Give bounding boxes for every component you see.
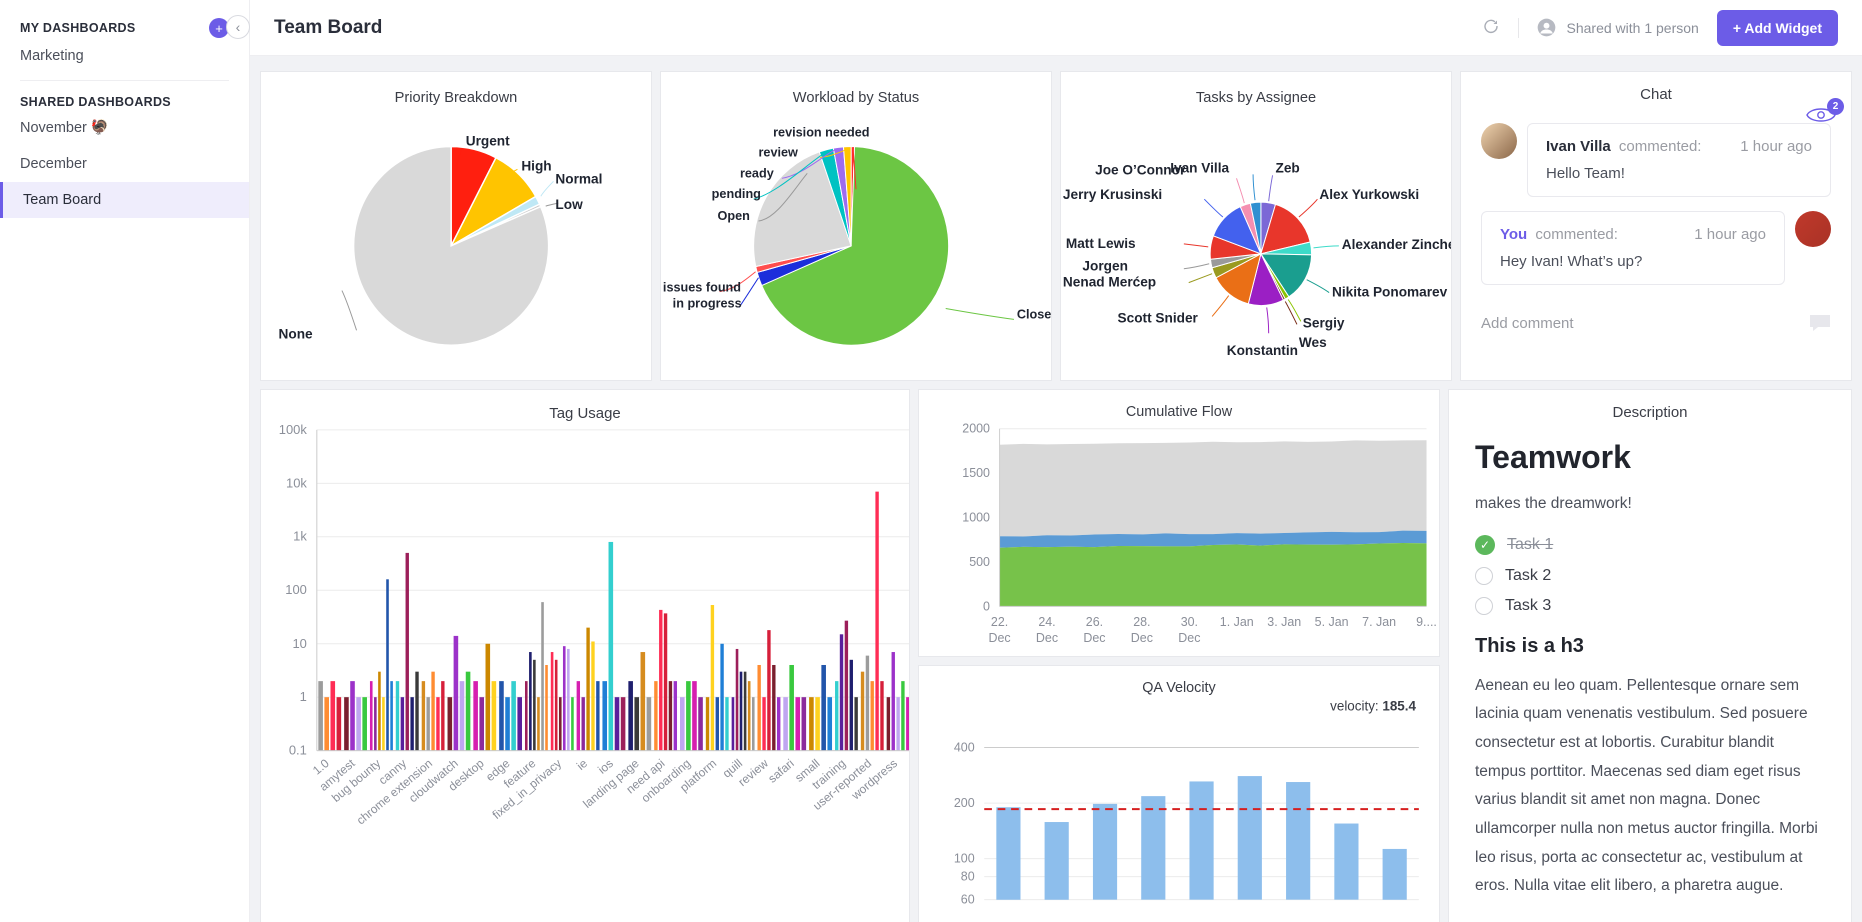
svg-text:revision needed: revision needed: [773, 124, 869, 139]
svg-text:Wes: Wes: [1299, 335, 1327, 350]
svg-text:Scott Snider: Scott Snider: [1118, 310, 1199, 325]
svg-text:Cumulative Flow: Cumulative Flow: [1126, 404, 1233, 420]
svg-text:400: 400: [954, 740, 975, 754]
svg-text:review: review: [735, 756, 771, 789]
svg-text:7. Jan: 7. Jan: [1362, 615, 1396, 629]
svg-text:Dec: Dec: [1131, 631, 1153, 645]
svg-text:Low: Low: [555, 197, 583, 212]
svg-text:Tag Usage: Tag Usage: [549, 405, 620, 422]
svg-text:Dec: Dec: [1178, 631, 1200, 645]
svg-text:1k: 1k: [293, 529, 307, 544]
svg-text:Workload by Status: Workload by Status: [793, 90, 919, 106]
svg-text:Closed: Closed: [1017, 306, 1051, 321]
svg-text:100k: 100k: [279, 422, 308, 437]
svg-text:Matt Lewis: Matt Lewis: [1066, 236, 1136, 251]
svg-text:1: 1: [300, 689, 307, 704]
svg-text:in progress: in progress: [673, 295, 742, 310]
svg-text:0.1: 0.1: [289, 743, 307, 758]
svg-text:3. Jan: 3. Jan: [1267, 615, 1301, 629]
svg-text:Normal: Normal: [555, 171, 602, 186]
svg-text:10: 10: [292, 636, 306, 651]
svg-text:Nikita Ponomarev: Nikita Ponomarev: [1332, 284, 1448, 299]
svg-text:pending: pending: [712, 186, 761, 201]
svg-text:Alexander Zinchenko: Alexander Zinchenko: [1342, 237, 1451, 252]
svg-text:26.: 26.: [1086, 615, 1103, 629]
svg-text:Tasks by Assignee: Tasks by Assignee: [1196, 90, 1316, 106]
svg-text:30.: 30.: [1181, 615, 1198, 629]
svg-text:velocity: 185.4: velocity: 185.4: [1330, 698, 1416, 713]
svg-text:5. Jan: 5. Jan: [1315, 615, 1349, 629]
svg-text:2000: 2000: [962, 421, 990, 435]
svg-text:Open: Open: [718, 208, 751, 223]
svg-text:22.: 22.: [991, 615, 1008, 629]
svg-text:High: High: [521, 158, 551, 173]
svg-text:Konstantin: Konstantin: [1227, 343, 1298, 358]
svg-text:Dec: Dec: [1036, 631, 1058, 645]
svg-text:1500: 1500: [962, 466, 990, 480]
svg-text:24.: 24.: [1038, 615, 1055, 629]
svg-text:ready: ready: [740, 165, 775, 180]
svg-text:ie: ie: [574, 756, 590, 773]
svg-text:safari: safari: [765, 756, 796, 785]
svg-text:1. Jan: 1. Jan: [1220, 615, 1254, 629]
svg-text:80: 80: [961, 869, 975, 883]
svg-text:28.: 28.: [1133, 615, 1150, 629]
svg-text:9....: 9....: [1416, 615, 1437, 629]
svg-text:Ivan Villa: Ivan Villa: [1170, 160, 1229, 175]
svg-text:Nenad Merćep: Nenad Merćep: [1063, 274, 1156, 289]
svg-text:0: 0: [983, 599, 990, 613]
svg-text:review: review: [759, 144, 798, 159]
svg-text:Priority Breakdown: Priority Breakdown: [395, 90, 518, 106]
svg-text:1000: 1000: [962, 510, 990, 524]
svg-text:Jerry Krusinski: Jerry Krusinski: [1063, 187, 1162, 202]
svg-text:100: 100: [954, 851, 975, 865]
svg-text:100: 100: [285, 582, 307, 597]
svg-text:60: 60: [961, 892, 975, 906]
svg-text:issues found: issues found: [663, 279, 741, 294]
svg-text:Sergiy: Sergiy: [1303, 315, 1345, 330]
svg-text:Dec: Dec: [1083, 631, 1105, 645]
svg-text:Urgent: Urgent: [466, 133, 510, 148]
svg-text:Jorgen: Jorgen: [1082, 259, 1127, 274]
svg-text:Alex Yurkowski: Alex Yurkowski: [1319, 187, 1419, 202]
svg-text:500: 500: [969, 555, 990, 569]
svg-text:10k: 10k: [286, 475, 307, 490]
svg-text:None: None: [279, 326, 313, 341]
svg-text:Dec: Dec: [989, 631, 1011, 645]
svg-text:QA Velocity: QA Velocity: [1142, 680, 1216, 696]
svg-text:Zeb: Zeb: [1276, 160, 1300, 175]
svg-text:200: 200: [954, 796, 975, 810]
